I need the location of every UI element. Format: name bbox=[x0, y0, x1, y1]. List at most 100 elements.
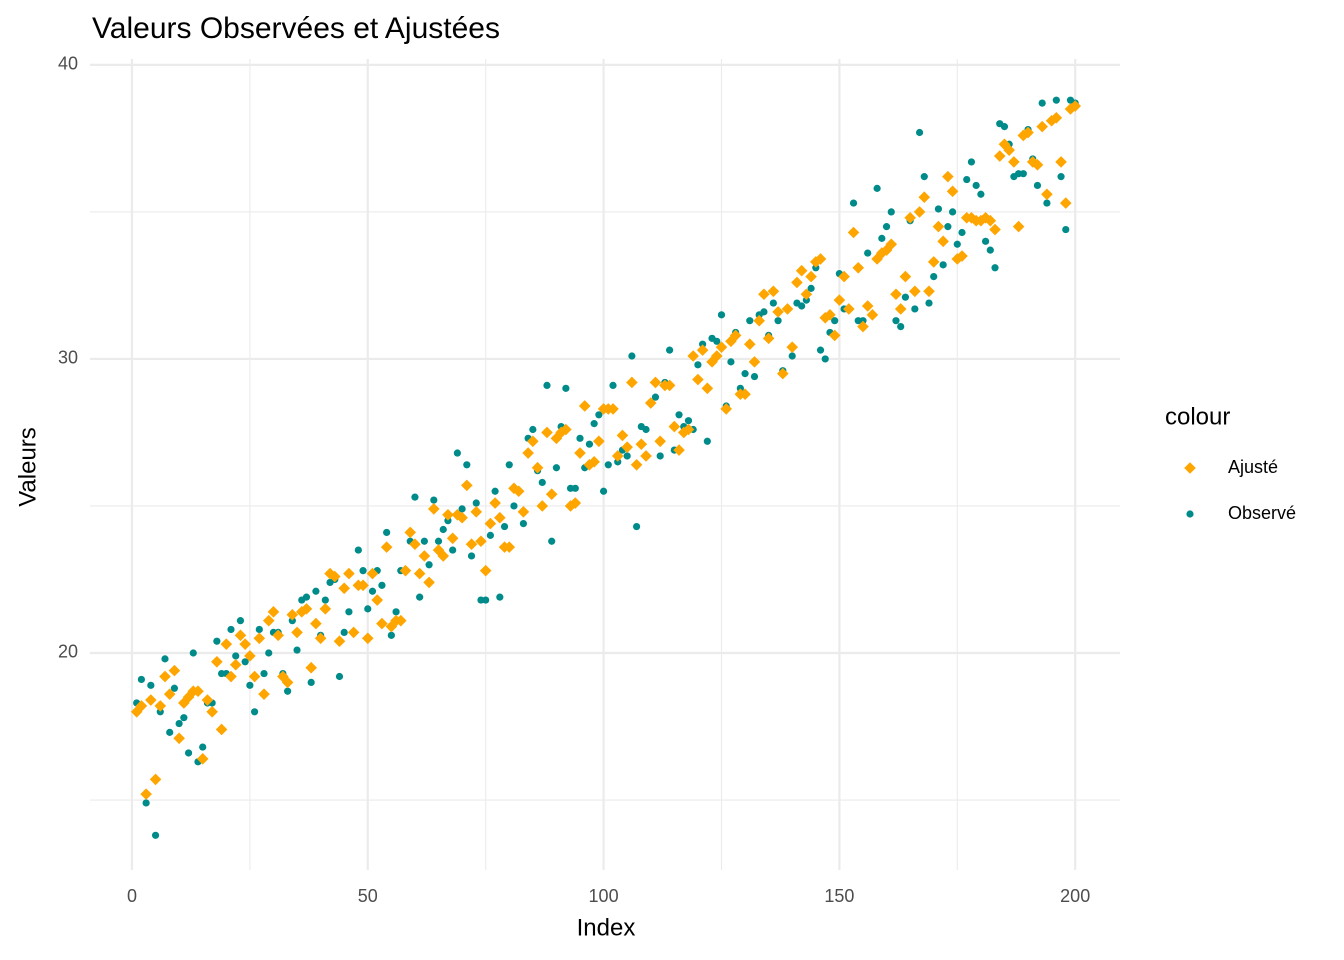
point bbox=[810, 256, 822, 268]
point bbox=[1052, 96, 1060, 104]
point bbox=[307, 678, 315, 686]
point bbox=[729, 329, 742, 342]
point bbox=[552, 464, 561, 472]
point bbox=[173, 732, 185, 745]
point bbox=[576, 434, 584, 442]
point bbox=[543, 381, 551, 389]
point bbox=[781, 303, 794, 315]
point bbox=[491, 487, 499, 495]
point bbox=[715, 341, 728, 353]
point bbox=[420, 537, 428, 545]
point bbox=[453, 449, 461, 457]
point bbox=[979, 211, 992, 224]
point bbox=[1008, 156, 1020, 168]
point bbox=[201, 694, 214, 706]
point bbox=[470, 506, 483, 518]
point bbox=[758, 288, 770, 301]
point bbox=[215, 723, 228, 736]
point bbox=[286, 608, 299, 621]
point bbox=[529, 425, 537, 434]
point bbox=[437, 550, 450, 562]
point bbox=[748, 356, 761, 368]
point bbox=[1038, 99, 1046, 107]
point bbox=[1031, 159, 1044, 171]
point bbox=[882, 223, 891, 231]
point bbox=[595, 411, 603, 419]
point bbox=[192, 685, 204, 698]
point bbox=[517, 506, 530, 518]
point bbox=[154, 700, 167, 712]
point bbox=[244, 650, 256, 662]
point bbox=[894, 303, 907, 315]
point bbox=[986, 246, 994, 254]
point bbox=[227, 625, 235, 634]
point bbox=[621, 441, 633, 453]
point bbox=[699, 340, 707, 348]
point bbox=[934, 205, 943, 213]
point bbox=[442, 508, 454, 521]
point bbox=[449, 546, 457, 554]
point bbox=[951, 253, 964, 265]
point bbox=[416, 593, 424, 601]
point bbox=[993, 150, 1006, 162]
point bbox=[472, 499, 480, 507]
point bbox=[675, 411, 683, 419]
point bbox=[366, 567, 379, 580]
point bbox=[234, 629, 247, 642]
point bbox=[288, 617, 296, 625]
point bbox=[236, 617, 245, 625]
point bbox=[741, 370, 749, 378]
point bbox=[821, 355, 829, 363]
point bbox=[682, 423, 695, 436]
point bbox=[385, 620, 398, 633]
point bbox=[939, 261, 947, 269]
point bbox=[267, 606, 280, 618]
point bbox=[260, 669, 268, 678]
point bbox=[538, 478, 546, 487]
point bbox=[1062, 225, 1070, 234]
point bbox=[892, 317, 900, 325]
point bbox=[920, 173, 928, 181]
point bbox=[548, 537, 556, 545]
point bbox=[446, 532, 459, 545]
point bbox=[574, 447, 586, 459]
point bbox=[531, 461, 544, 474]
point bbox=[599, 487, 608, 495]
point bbox=[786, 341, 799, 353]
point bbox=[923, 285, 935, 298]
legend-label: Observé bbox=[1228, 503, 1296, 523]
point bbox=[644, 397, 657, 409]
point bbox=[1059, 197, 1072, 209]
point bbox=[630, 458, 643, 471]
point bbox=[425, 561, 433, 569]
point bbox=[843, 303, 855, 315]
point bbox=[189, 649, 197, 657]
point bbox=[494, 511, 506, 524]
point bbox=[677, 426, 690, 439]
point bbox=[911, 305, 919, 313]
point bbox=[727, 358, 735, 366]
point bbox=[206, 705, 218, 718]
point bbox=[767, 285, 780, 298]
point bbox=[849, 199, 858, 207]
point bbox=[713, 337, 721, 345]
point bbox=[340, 628, 348, 637]
point bbox=[967, 158, 976, 166]
point bbox=[772, 306, 784, 318]
point bbox=[984, 214, 997, 227]
x-tick-label: 50 bbox=[358, 886, 378, 906]
point bbox=[536, 500, 549, 512]
point bbox=[475, 535, 487, 548]
point bbox=[413, 567, 426, 580]
point bbox=[588, 456, 600, 468]
point bbox=[262, 614, 275, 627]
point bbox=[897, 322, 905, 331]
x-tick-label: 0 bbox=[127, 886, 137, 906]
point bbox=[305, 661, 317, 674]
point bbox=[717, 311, 726, 319]
point bbox=[963, 175, 971, 184]
point bbox=[692, 373, 704, 386]
point bbox=[604, 461, 612, 469]
